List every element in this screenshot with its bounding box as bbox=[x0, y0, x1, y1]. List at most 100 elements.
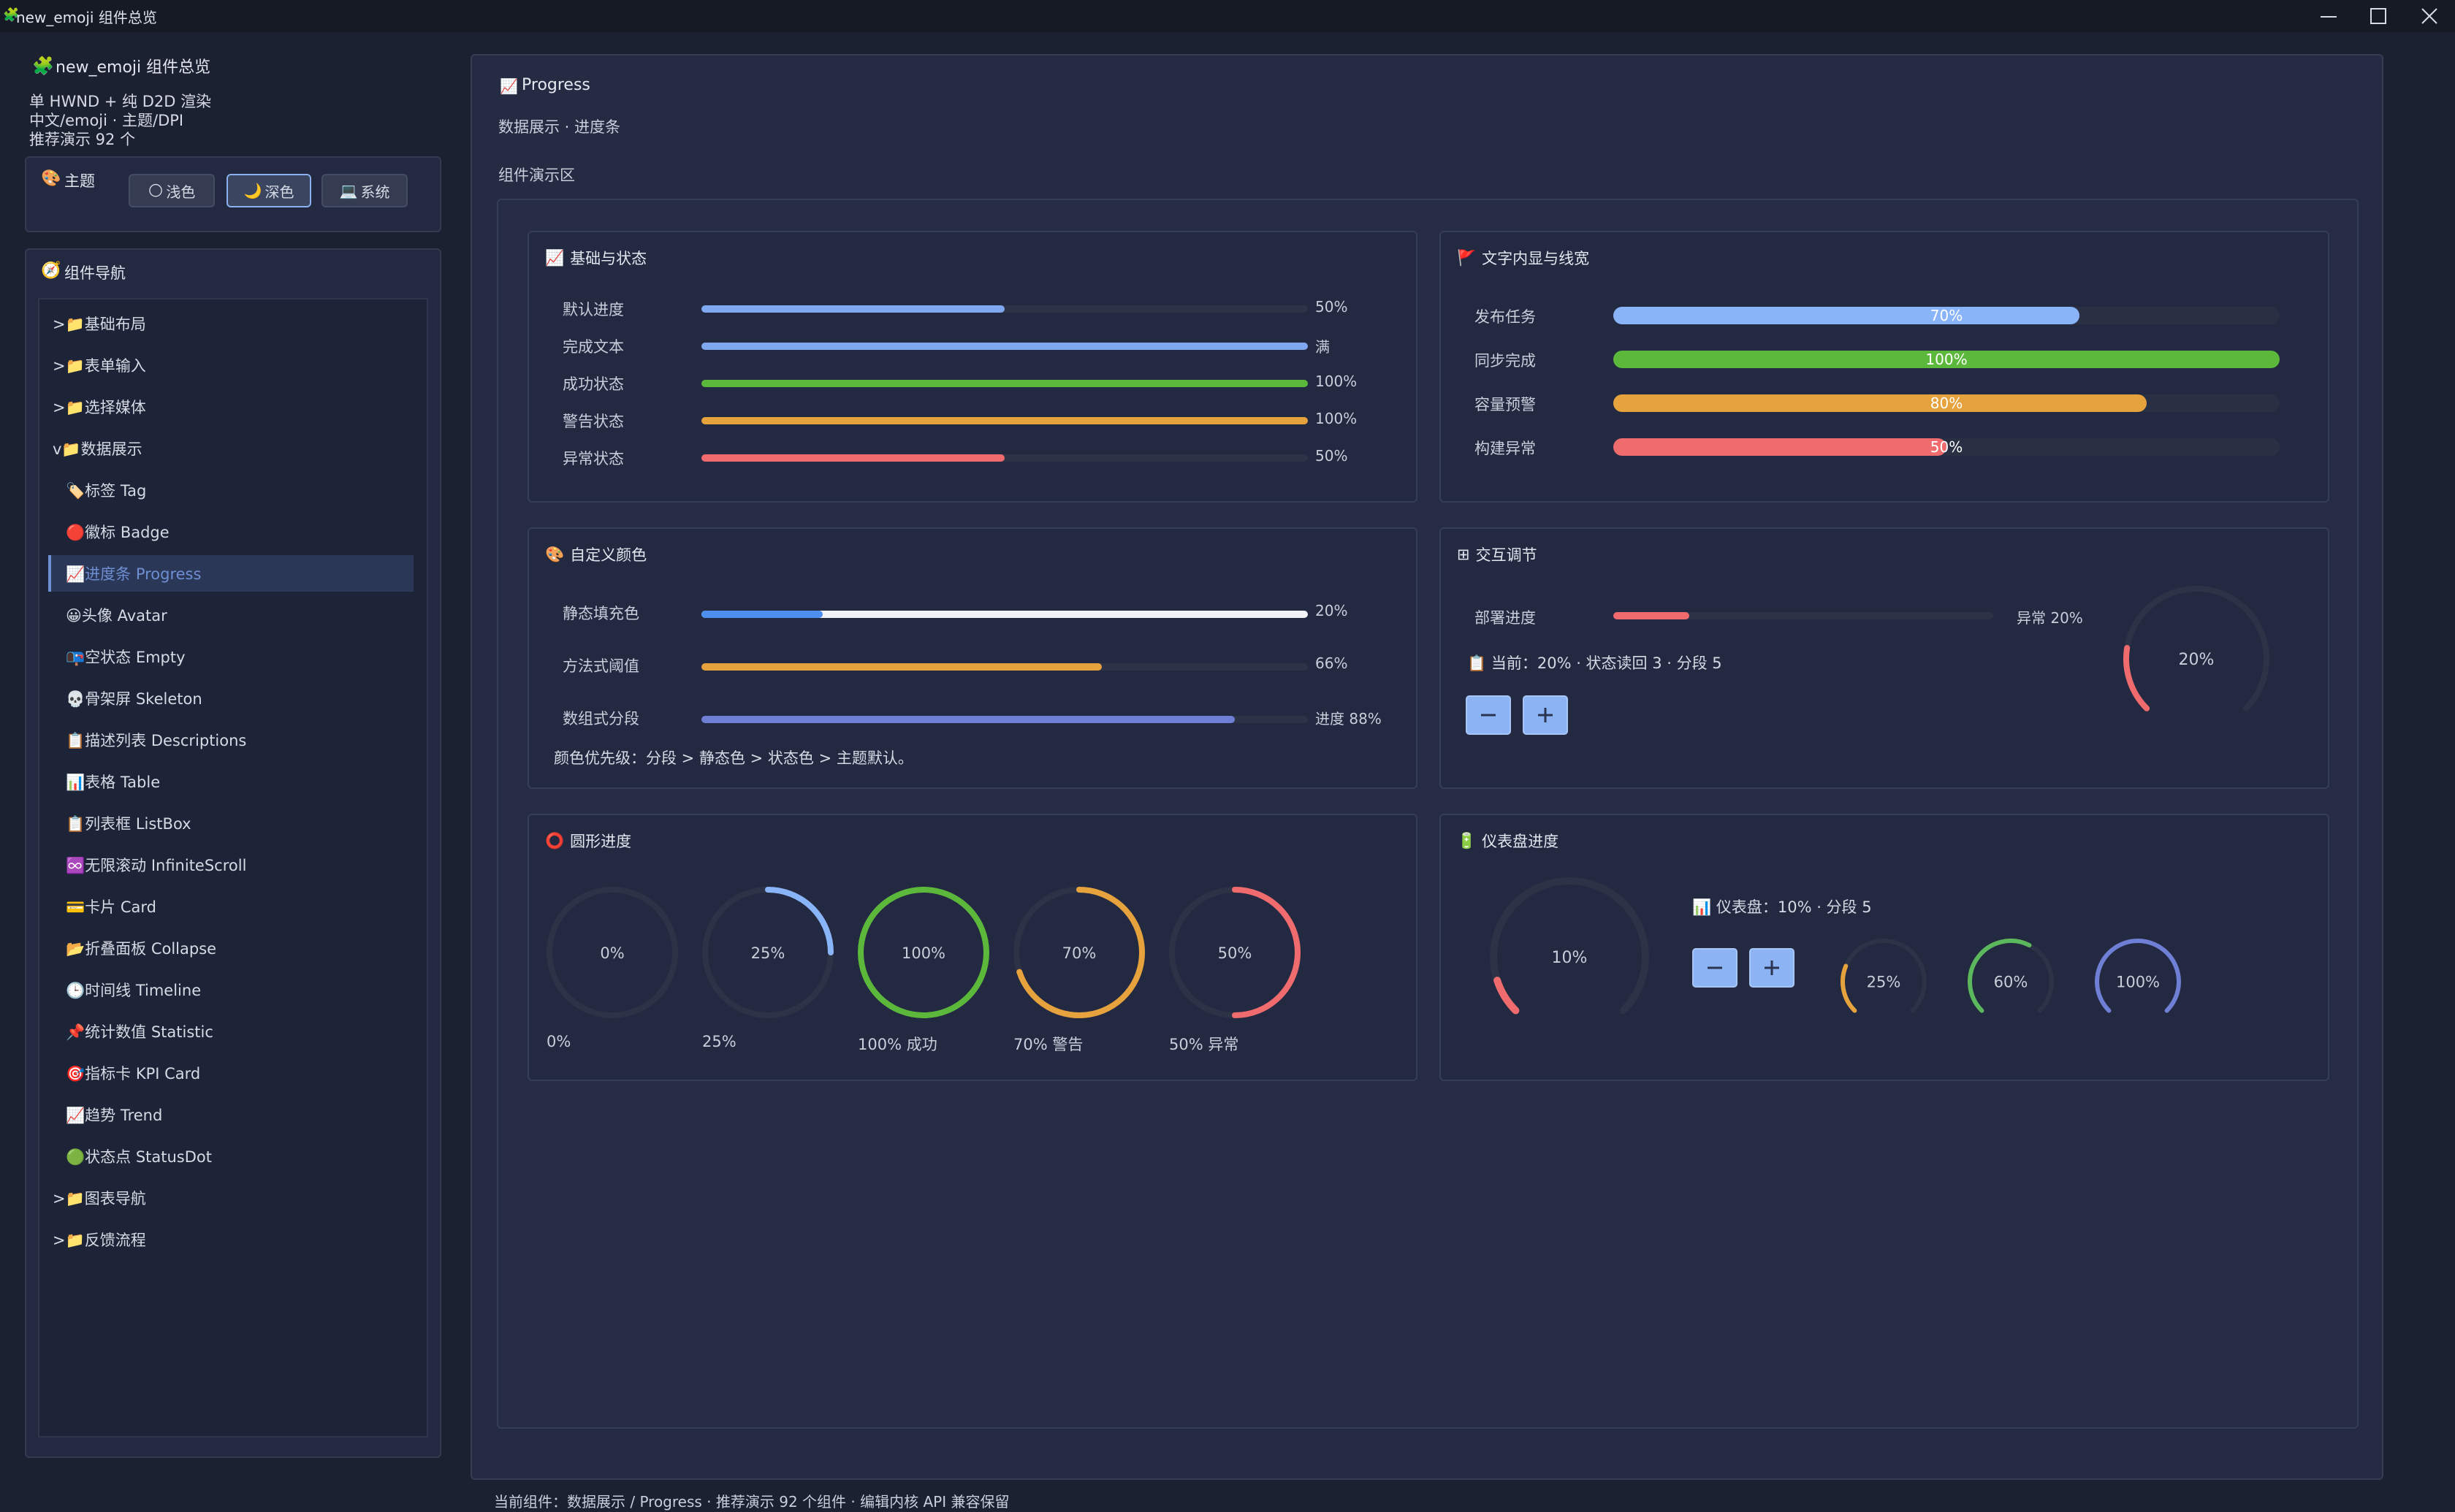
theme-system-button[interactable]: 💻 系统 bbox=[321, 174, 408, 207]
nav-list[interactable]: >📁基础布局 >📁表单输入 >📁选择媒体 v📁数据展示 🏷️标签 Tag 🔴徽标 Badg… bbox=[38, 298, 428, 1437]
circle-caption: 50% 异常 bbox=[1169, 1036, 1239, 1053]
card-custom-color: 🎨 自定义颜色 颜色优先级：分段 > 静态色 > 状态色 > 主题默认。 静态填… bbox=[528, 527, 1417, 789]
decrease-button[interactable] bbox=[1466, 695, 1511, 735]
clipboard-icon: 📋 bbox=[1467, 654, 1487, 672]
dashboard-increase-button[interactable] bbox=[1749, 948, 1794, 988]
card-interactive: ⊞ 交互调节 部署进度 异常 20% 📋 当前：20% · 状态读回 3 · 分… bbox=[1439, 527, 2329, 789]
progress-fill bbox=[1613, 307, 2080, 324]
theme-dark-button[interactable]: 🌙 深色 bbox=[227, 174, 311, 207]
nav-item[interactable]: >📁表单输入 bbox=[53, 347, 418, 383]
progress-track: 70% bbox=[1613, 307, 2280, 324]
nav-item[interactable]: 💳卡片 Card bbox=[66, 888, 416, 925]
card-title: 文字内显与线宽 bbox=[1482, 250, 1590, 267]
nav-item[interactable]: 🔴徽标 Badge bbox=[66, 513, 416, 550]
puzzle-icon: 🧩 bbox=[3, 7, 20, 23]
nav-item-label: 🏷️标签 Tag bbox=[66, 482, 147, 500]
nav-item[interactable]: 🟢状态点 StatusDot bbox=[66, 1138, 416, 1175]
nav-item[interactable]: ♾️无限滚动 InfiniteScroll bbox=[66, 847, 416, 883]
circle-text: 25% bbox=[751, 944, 785, 962]
progress-label: 构建异常 bbox=[1474, 440, 1536, 457]
nav-item[interactable]: 📌统计数值 Statistic bbox=[66, 1013, 416, 1050]
nav-item[interactable]: >📁选择媒体 bbox=[53, 389, 418, 425]
progress-value: 66% bbox=[1315, 654, 1348, 672]
nav-item[interactable]: 📋描述列表 Descriptions bbox=[66, 722, 416, 758]
battery-icon: 🔋 bbox=[1457, 831, 1477, 849]
title-bar bbox=[0, 0, 2455, 32]
nav-item-label: 📋描述列表 Descriptions bbox=[66, 732, 247, 749]
nav-item-label: 📊表格 Table bbox=[66, 774, 161, 791]
progress-track bbox=[701, 611, 1308, 618]
theme-title: 主题 bbox=[64, 172, 95, 190]
dashboard-decrease-button[interactable] bbox=[1692, 948, 1737, 988]
theme-light-label: 浅色 bbox=[166, 183, 196, 201]
progress-value: 进度 88% bbox=[1315, 710, 1382, 728]
nav-item[interactable]: v📁数据展示 bbox=[53, 430, 418, 467]
nav-item[interactable]: >📁基础布局 bbox=[53, 305, 418, 342]
minimize-button[interactable] bbox=[2303, 3, 2354, 29]
nav-item[interactable]: 📋列表框 ListBox bbox=[66, 805, 416, 841]
dashboard-small-gauge: 25% bbox=[1841, 939, 1927, 1013]
progress-label: 默认进度 bbox=[563, 301, 624, 318]
progress-fill bbox=[701, 663, 1102, 671]
moon-full-icon: 🌕 bbox=[148, 182, 164, 199]
progress-track bbox=[701, 305, 1308, 313]
palette-icon: 🎨 bbox=[41, 169, 61, 188]
nav-item[interactable]: >📁图表导航 bbox=[53, 1180, 418, 1216]
close-icon bbox=[2421, 8, 2437, 24]
dashboard-status: 📊 仪表盘：10% · 分段 5 bbox=[1692, 898, 1872, 916]
nav-item[interactable]: 📂折叠面板 Collapse bbox=[66, 930, 416, 966]
theme-light-button[interactable]: 🌕 浅色 bbox=[129, 174, 215, 207]
nav-item-label: >📁反馈流程 bbox=[53, 1232, 146, 1249]
progress-value: 满 bbox=[1315, 338, 1330, 356]
circle-progress: 70% bbox=[1013, 887, 1145, 1018]
circle-progress: 25% bbox=[702, 887, 834, 1018]
plus-icon bbox=[1538, 708, 1553, 722]
nav-item[interactable]: 🕒时间线 Timeline bbox=[66, 971, 416, 1008]
nav-item[interactable]: 📊表格 Table bbox=[66, 763, 416, 800]
progress-fill bbox=[701, 417, 1308, 424]
circle-text: 50% bbox=[1218, 944, 1252, 962]
nav-item[interactable]: >📁反馈流程 bbox=[53, 1221, 418, 1258]
circle-text: 70% bbox=[1062, 944, 1097, 962]
close-button[interactable] bbox=[2404, 3, 2455, 29]
card-title: 仪表盘进度 bbox=[1482, 833, 1559, 850]
gauge-text: 60% bbox=[1994, 974, 2028, 991]
nav-item[interactable]: 🏷️标签 Tag bbox=[66, 472, 416, 508]
progress-inner-text: 70% bbox=[1930, 307, 1963, 324]
puzzle-icon: 🧩 bbox=[32, 56, 54, 76]
nav-item[interactable]: 📈趋势 Trend bbox=[66, 1096, 416, 1133]
palette-icon: 🎨 bbox=[545, 545, 565, 563]
progress-label: 异常状态 bbox=[563, 450, 624, 467]
progress-track: 100% bbox=[1613, 351, 2280, 368]
circle-progress: 100% bbox=[858, 887, 989, 1018]
circle-track bbox=[547, 887, 678, 1018]
gauge-text: 25% bbox=[1867, 974, 1901, 991]
progress-value: 20% bbox=[1315, 602, 1348, 619]
maximize-button[interactable] bbox=[2353, 3, 2404, 29]
theme-dark-label: 深色 bbox=[264, 183, 294, 201]
nav-item[interactable]: 🎯指标卡 KPI Card bbox=[66, 1055, 416, 1091]
increase-button[interactable] bbox=[1523, 695, 1568, 735]
nav-item[interactable]: 💀骨架屏 Skeleton bbox=[66, 680, 416, 717]
subtitle-line: 推荐演示 92 个 bbox=[29, 131, 136, 148]
progress-fill bbox=[1613, 438, 1946, 456]
nav-item[interactable]: 😀头像 Avatar bbox=[66, 597, 416, 633]
progress-value: 50% bbox=[1315, 447, 1348, 465]
circle-progress: 50% bbox=[1169, 887, 1301, 1018]
progress-track bbox=[701, 343, 1308, 350]
dashboard-main-gauge: 10% bbox=[1490, 877, 1649, 1015]
gauge-text: 10% bbox=[1552, 949, 1588, 967]
progress-inner-text: 80% bbox=[1930, 394, 1963, 412]
card-text-inside: 🚩 文字内显与线宽 发布任务 70% 同步完成 100% 容量预警 80% 构建异常 50% bbox=[1439, 231, 2329, 503]
progress-label: 数组式分段 bbox=[563, 710, 639, 728]
nav-item-label: ♾️无限滚动 InfiniteScroll bbox=[66, 857, 247, 874]
dashboard-small-gauge: 60% bbox=[1968, 939, 2054, 1013]
grid-icon: ⊞ bbox=[1457, 546, 1470, 563]
nav-item[interactable]: 📈进度条 Progress bbox=[48, 555, 414, 592]
progress-label: 成功状态 bbox=[563, 375, 624, 393]
plus-icon bbox=[1765, 961, 1779, 975]
circle-fill bbox=[1016, 887, 1145, 1018]
nav-title: 组件导航 bbox=[64, 264, 126, 282]
nav-item[interactable]: 📭空状态 Empty bbox=[66, 638, 416, 675]
progress-track bbox=[701, 417, 1308, 424]
